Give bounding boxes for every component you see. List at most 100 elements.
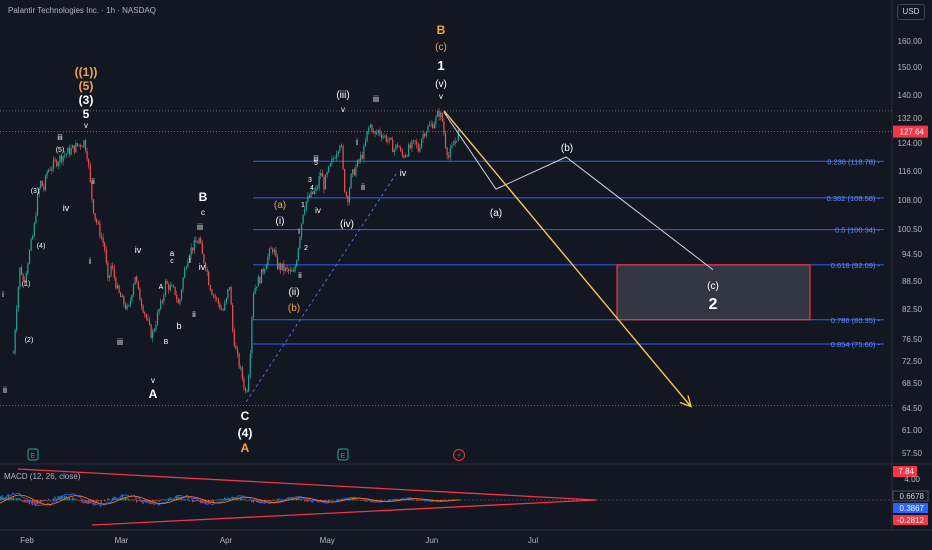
candle-body — [304, 209, 306, 215]
candle-body — [252, 293, 255, 318]
price-axis[interactable]: 160.00 150.00 140.00 132.00 124.00 116.00 108.… — [898, 37, 923, 458]
candle-body — [419, 147, 421, 152]
macd-histogram-bar — [60, 495, 62, 501]
candle-body — [350, 173, 352, 189]
wave-label: 2 — [304, 245, 308, 252]
wave-label: i — [2, 290, 4, 299]
macd-histogram-bar — [361, 500, 363, 501]
candle-body — [273, 250, 275, 253]
time-axis[interactable]: Feb Mar Apr May Jun Jul — [20, 536, 538, 545]
macd-histogram-bar — [382, 500, 384, 501]
wave-label: iv — [199, 262, 206, 272]
candle-body — [177, 299, 179, 304]
macd-histogram-bar — [350, 498, 352, 501]
candle-body — [142, 306, 144, 313]
macd-histogram-bar — [118, 498, 120, 501]
macd-histogram-bar — [316, 500, 318, 502]
macd-histogram-bar — [283, 499, 285, 501]
candle-body — [358, 159, 360, 161]
candle-body — [112, 265, 114, 269]
wave-label: ii — [91, 177, 95, 186]
price-tick-label: 76.50 — [902, 335, 923, 344]
macd-histogram-bar — [321, 500, 323, 501]
candle-body — [236, 349, 239, 354]
candle-body — [280, 263, 282, 271]
candle-body — [289, 270, 291, 272]
macd-histogram-bar — [225, 498, 227, 501]
macd-histogram-bar — [72, 497, 74, 501]
candle-body — [228, 287, 231, 290]
macd-histogram-bar — [294, 498, 296, 501]
wave-label: 4 — [310, 185, 314, 192]
candle-body — [452, 144, 455, 146]
candle-body — [97, 222, 99, 224]
dashed-trendline — [245, 170, 399, 403]
candle-body — [49, 169, 51, 171]
time-tick-label: Jul — [528, 536, 538, 545]
candle-body — [380, 134, 383, 138]
event-markers[interactable]: E E ⚡ — [27, 448, 465, 461]
candle-body — [105, 249, 107, 263]
time-tick-label: Jun — [425, 536, 438, 545]
macd-histogram-bar — [448, 499, 450, 501]
symbol-title[interactable]: Palantir Technologies Inc. · 1h · NASDAQ — [8, 6, 156, 15]
macd-histogram-bar — [180, 497, 182, 501]
candle-body — [211, 290, 213, 295]
macd-title[interactable]: MACD (12, 26, close) — [4, 472, 81, 481]
candle-body — [316, 187, 319, 189]
macd-histogram-bar — [328, 500, 330, 502]
candle-body — [14, 330, 16, 353]
macd-histogram-bar — [241, 498, 243, 501]
candle-body — [328, 166, 330, 173]
candle-body — [457, 130, 459, 141]
macd-histogram-bar — [155, 500, 157, 502]
candle-body — [281, 263, 283, 271]
wave-label: c — [170, 258, 174, 265]
candle-body — [92, 199, 95, 214]
candle-body — [326, 172, 328, 176]
target-zone[interactable] — [616, 264, 811, 321]
candle-body — [377, 130, 379, 133]
macd-histogram-bar — [137, 500, 139, 501]
macd-histogram-bar — [100, 500, 102, 503]
wave-label: iv — [400, 168, 407, 178]
candle-body — [108, 275, 111, 278]
macd-signal-line — [0, 494, 460, 506]
wave-label: (v) — [435, 79, 447, 90]
macd-histogram-bar — [222, 499, 224, 501]
candle-body — [312, 191, 314, 195]
macd-histogram-bar — [110, 499, 112, 501]
wave-label: (iii) — [336, 90, 349, 101]
candle-body — [332, 158, 335, 160]
candle-body — [308, 195, 311, 198]
wave-labels: B(c)1(v)v((1))(5)(3)5viii(5)(3)(4)(1)(2)… — [2, 23, 719, 455]
macd-histogram-bar — [270, 500, 272, 502]
candle-body — [272, 248, 274, 253]
candle-body — [116, 285, 119, 289]
macd-histogram-bar — [260, 500, 262, 504]
candle-body — [115, 277, 117, 289]
macd-histogram-bar — [297, 498, 299, 501]
wave-label: v — [84, 121, 88, 130]
candle-body — [38, 188, 40, 195]
currency-button[interactable]: USD — [897, 4, 925, 20]
wave-label: A — [241, 441, 250, 455]
macd-histogram-bar — [304, 500, 306, 502]
macd-histogram-bar — [272, 499, 274, 501]
macd-histogram-bar — [353, 498, 355, 501]
candle-body — [411, 141, 413, 149]
macd-histogram-bar — [206, 500, 208, 504]
macd-histogram-bar — [323, 500, 325, 502]
macd-histogram-bar — [176, 496, 178, 501]
trend-lines[interactable] — [245, 110, 714, 408]
macd-histogram-bar — [182, 498, 184, 501]
candle-body — [20, 267, 23, 275]
macd-histogram-bar — [318, 500, 320, 503]
macd-histogram-bar — [419, 500, 421, 501]
projection-arrow-line — [443, 110, 691, 406]
wave-label: b — [176, 321, 181, 331]
macd-histogram-bar — [344, 498, 346, 501]
macd-histogram-bar — [68, 497, 70, 501]
macd-histogram-bar — [80, 500, 82, 501]
